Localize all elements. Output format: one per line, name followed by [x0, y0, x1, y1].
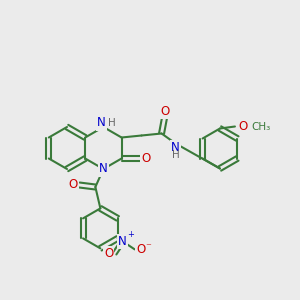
Text: H: H	[172, 149, 179, 160]
Text: O: O	[238, 120, 248, 133]
Text: ⁻: ⁻	[146, 242, 152, 252]
Text: N: N	[99, 163, 108, 176]
Text: CH₃: CH₃	[251, 122, 270, 131]
Text: N: N	[118, 235, 127, 248]
Text: O: O	[160, 105, 169, 118]
Text: H: H	[108, 118, 116, 128]
Text: +: +	[127, 230, 134, 239]
Text: O: O	[136, 243, 145, 256]
Text: N: N	[171, 141, 180, 154]
Text: N: N	[97, 116, 106, 130]
Text: O: O	[141, 152, 150, 165]
Text: O: O	[69, 178, 78, 191]
Text: O: O	[104, 247, 113, 260]
